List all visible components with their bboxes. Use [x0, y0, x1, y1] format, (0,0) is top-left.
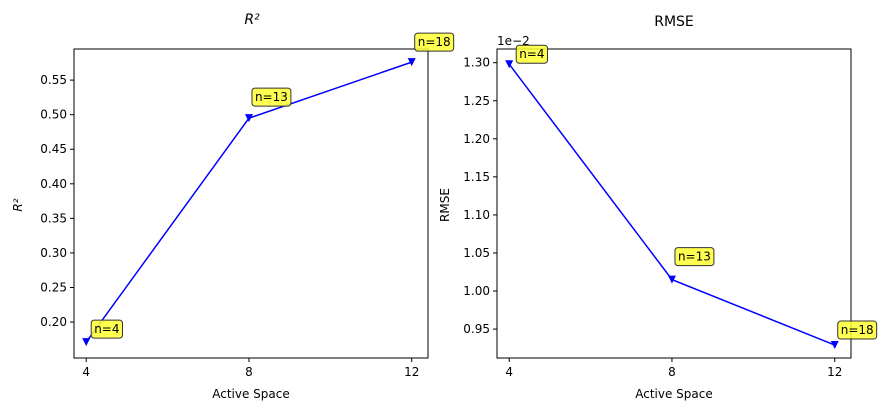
r2-x-tick-label: 4	[82, 365, 90, 379]
r2-y-tick-label: 0.45	[40, 142, 67, 156]
rmse-y-tick-label: 1.15	[463, 170, 490, 184]
r2-y-tick-label: 0.30	[40, 246, 67, 260]
r2-annotation-box	[251, 87, 292, 107]
r2-title: R²	[244, 12, 260, 28]
r2-annotation-text: n=13	[255, 90, 288, 104]
rmse-x-ticks: 4 8 12	[505, 358, 842, 379]
r2-annotation: n=4	[90, 319, 124, 339]
rmse-annotation: n=13	[674, 247, 715, 267]
r2-y-tick-label: 0.25	[40, 280, 67, 294]
rmse-annotation-text: n=4	[519, 47, 544, 61]
rmse-y-tick-label: 1.25	[463, 94, 490, 108]
rmse-y-tick-label: 1.10	[463, 208, 490, 222]
rmse-x-tick-label: 4	[505, 365, 513, 379]
rmse-annotation: n=18	[837, 320, 878, 340]
r2-annotations: n=4 n=13 n=18	[90, 32, 455, 339]
rmse-data-point	[505, 60, 514, 69]
r2-title-symbol: R²	[244, 12, 260, 28]
r2-y-ticks: 0.20 0.25 0.30 0.35 0.40 0.45 0.50 0.55	[40, 73, 74, 329]
r2-data-point	[82, 338, 91, 347]
r2-data-point	[244, 114, 253, 123]
r2-y-tick-label: 0.20	[40, 315, 67, 329]
rmse-annotation-text: n=13	[678, 250, 711, 264]
r2-y-tick-label: 0.35	[40, 211, 67, 225]
r2-annotation-box	[90, 319, 124, 339]
r2-data-point	[407, 58, 416, 67]
rmse-annotations: n=4 n=13 n=18	[515, 44, 878, 340]
r2-annotation-box	[414, 32, 455, 52]
r2-y-tick-label: 0.55	[40, 73, 67, 87]
r2-y-tick-label: 0.50	[40, 108, 67, 122]
r2-x-ticks: 4 8 12	[82, 358, 419, 379]
rmse-x-tick-label: 8	[668, 365, 676, 379]
r2-annotation: n=13	[251, 87, 292, 107]
r2-x-axis-label: Active Space	[212, 387, 290, 401]
rmse-y-tick-label: 1.00	[463, 284, 490, 298]
rmse-annotation-box	[837, 320, 878, 340]
r2-x-tick-label: 12	[404, 365, 419, 379]
rmse-y-tick-label: 1.05	[463, 246, 490, 260]
rmse-y-ticks: 0.95 1.00 1.05 1.10 1.15 1.20 1.25 1.30	[463, 56, 497, 336]
r2-markers	[82, 58, 416, 347]
rmse-y-tick-label: 1.20	[463, 132, 490, 146]
rmse-y-axis-label: RMSE	[438, 188, 452, 222]
rmse-y-offset-label: 1e−2	[497, 34, 530, 48]
r2-y-tick-label: 0.40	[40, 177, 67, 191]
r2-plot-area	[73, 48, 429, 359]
rmse-subplot: RMSE 1e−2 0.95 1.00 1.05 1.10 1.15 1.20 1.25 1.…	[438, 14, 878, 401]
rmse-plot-area	[496, 48, 852, 359]
rmse-y-tick-label: 0.95	[463, 322, 490, 336]
r2-y-axis-label: R²	[11, 198, 25, 211]
r2-subplot: R² 0.20 0.25 0.30 0.35 0.40 0.45 0.50 0.55 4 8 12…	[11, 12, 455, 401]
rmse-title: RMSE	[654, 14, 694, 30]
rmse-series-line	[508, 63, 836, 346]
rmse-markers	[505, 60, 839, 350]
rmse-x-tick-label: 12	[827, 365, 842, 379]
rmse-data-point	[667, 275, 676, 284]
r2-annotation-text: n=18	[418, 35, 451, 49]
rmse-annotation: n=4	[515, 44, 549, 64]
r2-series-line	[85, 61, 412, 343]
rmse-annotation-text: n=18	[841, 323, 874, 337]
rmse-x-axis-label: Active Space	[635, 387, 713, 401]
rmse-data-point	[830, 341, 839, 350]
rmse-annotation-box	[674, 247, 715, 267]
rmse-annotation-box	[515, 44, 549, 64]
r2-annotation: n=18	[414, 32, 455, 52]
r2-x-tick-label: 8	[245, 365, 253, 379]
rmse-y-tick-label: 1.30	[463, 56, 490, 70]
r2-annotation-text: n=4	[94, 322, 119, 336]
